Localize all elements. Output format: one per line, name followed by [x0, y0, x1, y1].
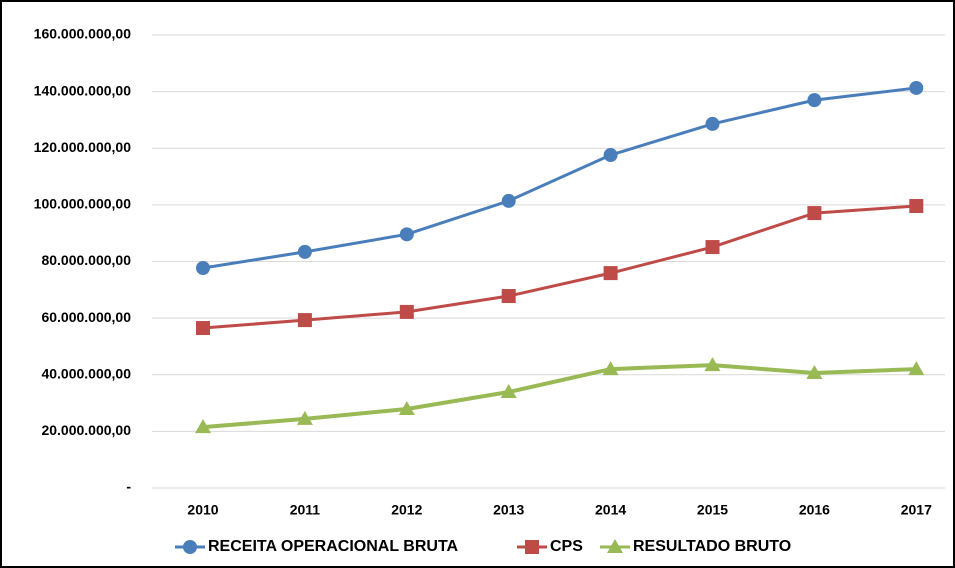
data-point — [195, 419, 211, 434]
data-point — [196, 261, 210, 276]
x-tick-label: 2015 — [697, 502, 728, 518]
data-point — [297, 244, 312, 259]
data-point — [806, 365, 823, 380]
data-point — [399, 227, 414, 242]
data-point — [705, 240, 720, 255]
legend-marker — [525, 540, 539, 554]
x-tick-label: 2012 — [391, 502, 422, 518]
y-tick-label: 120.000.000,00 — [34, 139, 132, 155]
data-point — [705, 116, 720, 131]
x-tick-label: 2011 — [290, 502, 321, 518]
x-tick-label: 2016 — [799, 502, 830, 518]
y-tick-label: 140.000.000,00 — [34, 82, 132, 98]
data-point — [909, 199, 924, 214]
legend-label: RECEITA OPERACIONAL BRUTA — [208, 538, 459, 555]
data-point — [909, 80, 924, 95]
data-point — [297, 313, 312, 328]
data-point — [500, 384, 517, 399]
data-point — [196, 321, 210, 336]
data-point — [296, 410, 313, 425]
x-tick-label: 2010 — [187, 502, 218, 518]
series-line — [202, 204, 917, 330]
data-point — [603, 148, 618, 163]
data-point — [399, 304, 414, 319]
data-point — [398, 401, 415, 416]
series-line — [202, 363, 917, 430]
y-tick-label: 160.000.000,00 — [34, 26, 132, 42]
x-tick-label: 2013 — [493, 502, 524, 518]
legend-label: RESULTADO BRUTO — [633, 538, 791, 555]
legend-label: CPS — [550, 538, 583, 555]
y-tick-label: 100.000.000,00 — [34, 196, 132, 212]
data-point — [603, 266, 618, 281]
legend-marker — [607, 539, 623, 553]
data-point — [807, 93, 822, 108]
y-tick-label: 20.000.000,00 — [41, 422, 131, 438]
x-tick-label: 2017 — [901, 502, 932, 518]
data-point — [501, 289, 516, 304]
data-point — [704, 357, 721, 372]
y-tick-label: 40.000.000,00 — [41, 365, 131, 381]
x-tick-label: 2014 — [595, 502, 626, 518]
data-point — [602, 361, 619, 376]
data-point — [807, 206, 822, 221]
legend-marker — [183, 540, 197, 554]
series-line — [202, 86, 917, 270]
data-point — [908, 361, 925, 376]
data-point — [501, 193, 516, 208]
y-tick-label: 60.000.000,00 — [41, 309, 131, 325]
y-tick-label: 80.000.000,00 — [41, 252, 131, 268]
y-tick-label: - — [126, 479, 131, 495]
